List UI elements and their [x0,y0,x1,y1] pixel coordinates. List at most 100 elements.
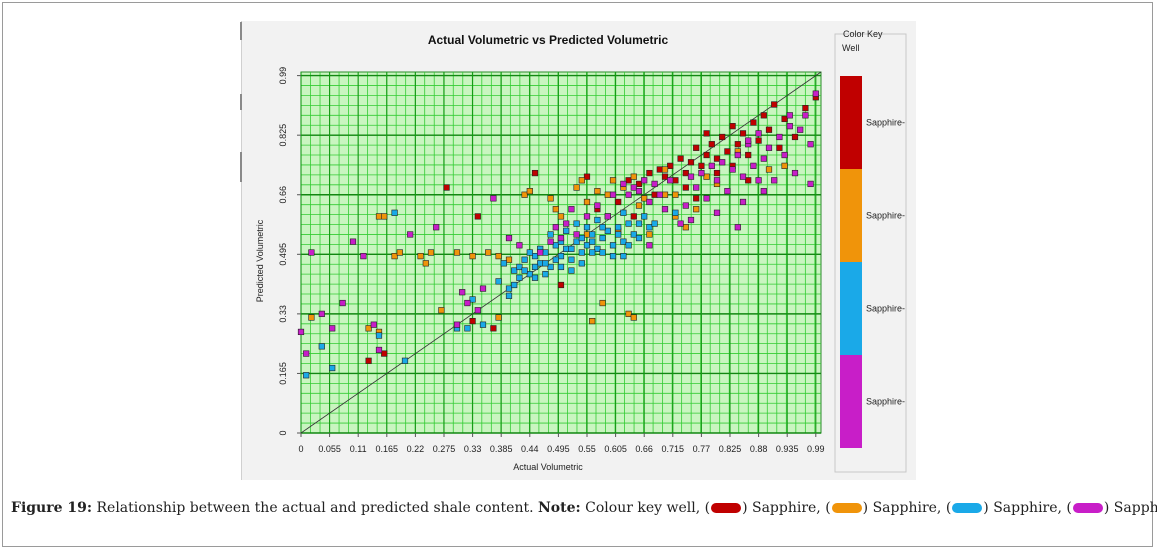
data-point-blue [641,213,648,220]
caption-entry-1: ) Sapphire, ( [742,500,831,516]
caption-note-intro: Colour key well, ( [585,500,711,516]
data-point-blue [573,220,580,227]
data-point-red [651,191,658,198]
data-point-magenta [797,126,804,133]
data-point-magenta [583,213,591,220]
data-point-magenta [547,238,554,245]
data-point-magenta [708,162,715,169]
data-point-red [656,166,663,173]
x-tick-label: 0.825 [719,444,742,454]
data-point-orange [396,249,403,256]
y-axis-label: Predicted Volumetric [255,219,265,302]
data-point-blue [329,364,336,372]
data-point-blue [594,245,601,252]
data-point-blue [542,249,549,256]
data-point-blue [620,209,627,216]
data-point-magenta [771,177,778,184]
data-point-magenta [667,177,674,184]
data-point-red [365,357,372,364]
data-point-red [724,148,731,155]
y-tick-label: 0.66 [278,186,288,204]
data-point-blue [578,249,585,256]
data-point-red [750,119,757,126]
data-point-magenta [308,249,315,256]
data-point-blue [583,224,591,231]
caption-swatch-red [711,503,742,513]
data-point-red [698,162,705,169]
data-point-orange [365,325,372,332]
data-point-red [703,130,710,137]
data-point-magenta [656,191,663,198]
data-point-orange [765,166,773,173]
data-point-red [703,151,710,159]
data-point-blue [620,253,627,260]
data-point-red [630,213,637,220]
data-point-magenta [349,238,357,245]
data-point-orange [381,213,388,220]
y-tick-label: 0.825 [278,124,288,147]
data-point-red [625,177,632,184]
data-point-blue [391,209,398,216]
x-tick-label: 0.715 [662,444,685,454]
data-point-red [708,141,715,148]
data-point-blue [568,245,575,252]
data-point-orange [641,195,648,202]
data-point-orange [646,231,653,238]
data-point-red [791,133,799,141]
data-point-magenta [537,249,544,256]
x-tick-label: 0.44 [521,444,539,454]
figure-caption: Figure 19: Relationship between the actu… [11,500,1157,516]
data-point-orange [589,317,596,325]
data-point-orange [672,191,679,198]
data-point-red [635,180,643,188]
x-tick-label: 0.605 [604,444,627,454]
data-point-red [615,198,622,206]
data-point-red [776,144,783,151]
data-point-orange [526,188,533,195]
data-point-orange [635,202,643,209]
data-point-blue [568,256,575,263]
chart-title: Actual Volumetric vs Predicted Volumetri… [428,33,669,47]
data-point-blue [511,281,518,289]
data-point-magenta [781,151,788,159]
data-point-red [443,184,450,191]
data-point-magenta [360,253,367,260]
data-point-blue [552,256,559,263]
data-point-magenta [490,195,497,202]
data-point-red [490,325,497,332]
data-point-blue [583,242,591,249]
data-point-orange [583,198,591,206]
data-point-magenta [594,202,601,209]
data-point-orange [630,314,637,321]
x-tick-label: 0.66 [635,444,653,454]
caption-entry-4: ) Sapphire. [1103,500,1157,516]
x-tick-label: 0.99 [807,444,825,454]
data-point-orange [578,177,585,184]
data-point-magenta [297,328,305,336]
data-point-orange [391,253,398,260]
data-point-orange [609,177,617,184]
data-point-magenta [661,206,669,213]
data-point-magenta [755,177,762,184]
data-point-red [771,101,778,108]
data-point-magenta [568,206,575,213]
x-tick-label: 0 [298,444,303,454]
data-point-magenta [563,220,570,227]
scatter-chart: Actual Volumetric vs Predicted Volumetri… [255,29,907,473]
data-point-blue [531,253,539,260]
data-point-blue [516,274,523,281]
data-point-red [682,184,689,191]
data-point-red [693,195,700,202]
data-point-magenta [760,155,767,162]
data-point-blue [495,278,502,285]
data-point-blue [526,271,533,278]
data-point-orange [661,191,669,198]
data-point-magenta [807,141,814,148]
data-point-red [557,281,565,289]
data-point-blue [589,238,596,245]
data-point-magenta [635,188,643,195]
data-point-orange [604,191,611,198]
data-point-magenta [459,289,466,296]
caption-entry-3: ) Sapphire, ( [983,500,1072,516]
